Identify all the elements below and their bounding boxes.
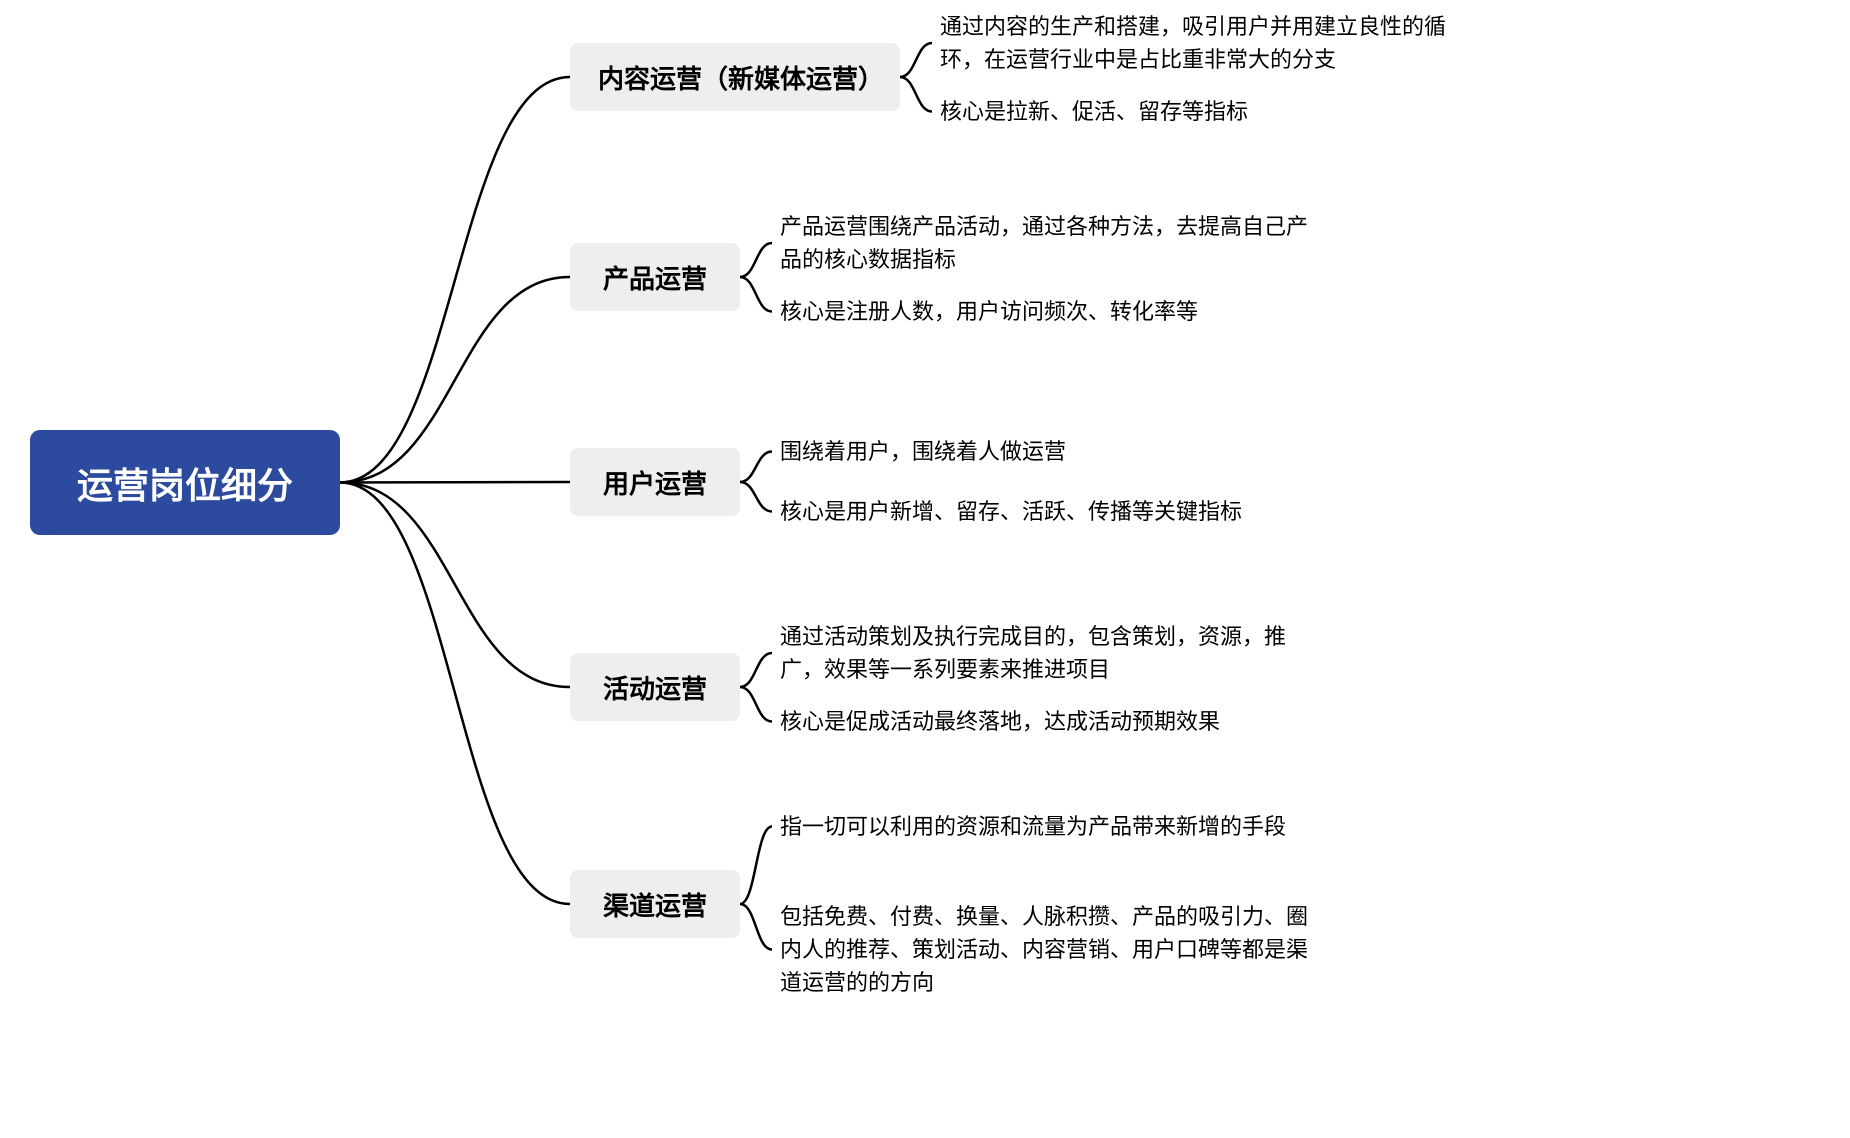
branch-node: 活动运营 (570, 653, 740, 721)
branch-node: 产品运营 (570, 243, 740, 311)
leaf-text: 通过内容的生产和搭建，吸引用户并用建立良性的循环，在运营行业中是占比重非常大的分… (940, 10, 1470, 76)
branch-label: 产品运营 (603, 259, 707, 296)
leaf-text: 核心是拉新、促活、留存等指标 (940, 95, 1248, 128)
branch-node: 用户运营 (570, 448, 740, 516)
leaf-text: 通过活动策划及执行完成目的，包含策划，资源，推广，效果等一系列要素来推进项目 (780, 620, 1310, 686)
leaf-text: 指一切可以利用的资源和流量为产品带来新增的手段 (780, 810, 1286, 843)
branch-node: 渠道运营 (570, 870, 740, 938)
branch-label: 用户运营 (603, 464, 707, 501)
leaf-text: 围绕着用户，围绕着人做运营 (780, 435, 1066, 468)
leaf-text: 核心是用户新增、留存、活跃、传播等关键指标 (780, 495, 1242, 528)
branch-label: 内容运营（新媒体运营） (598, 59, 872, 96)
mindmap-container: 运营岗位细分 内容运营（新媒体运营） 通过内容的生产和搭建，吸引用户并用建立良性的… (0, 0, 1850, 1138)
branch-node: 内容运营（新媒体运营） (570, 43, 900, 111)
root-label: 运营岗位细分 (77, 457, 293, 509)
root-node: 运营岗位细分 (30, 430, 340, 535)
leaf-text: 核心是促成活动最终落地，达成活动预期效果 (780, 705, 1220, 738)
leaf-text: 核心是注册人数，用户访问频次、转化率等 (780, 295, 1198, 328)
leaf-text: 包括免费、付费、换量、人脉积攒、产品的吸引力、圈内人的推荐、策划活动、内容营销、… (780, 900, 1310, 999)
leaf-text: 产品运营围绕产品活动，通过各种方法，去提高自己产品的核心数据指标 (780, 210, 1310, 276)
branch-label: 渠道运营 (603, 886, 707, 923)
branch-label: 活动运营 (603, 669, 707, 706)
